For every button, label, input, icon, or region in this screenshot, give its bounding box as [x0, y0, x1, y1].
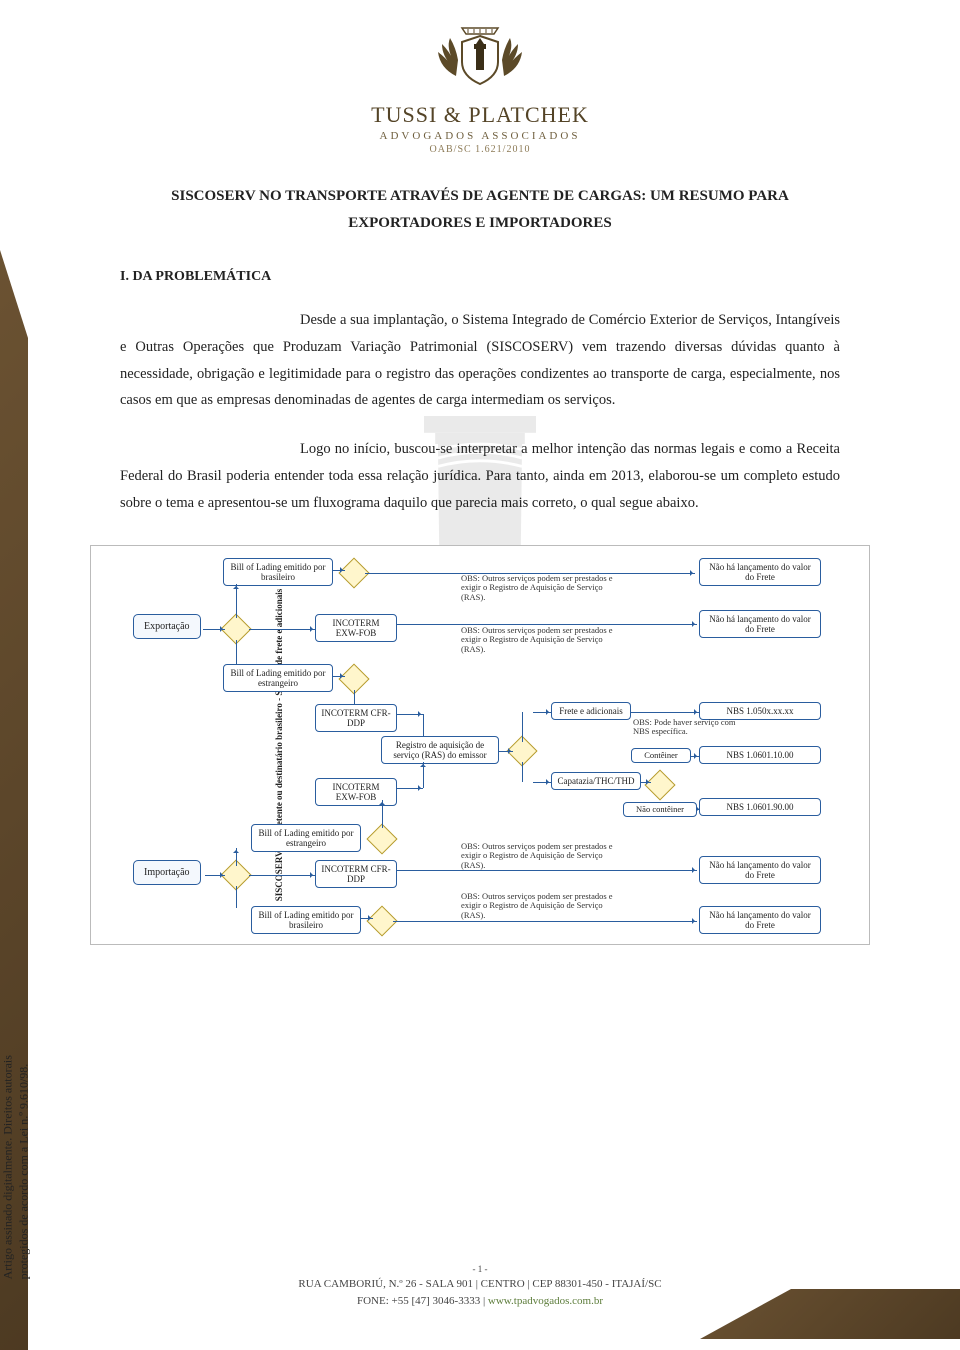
- flow-bl-est-2: Bill of Lading emitido por estrangeiro: [251, 824, 361, 853]
- flow-arrow: [397, 714, 423, 715]
- flow-arrow: [423, 762, 424, 788]
- flow-arrow: [499, 751, 513, 752]
- flow-cont: Contêiner: [631, 748, 691, 764]
- flow-arrow: [361, 918, 373, 919]
- flow-arrow: [249, 629, 315, 630]
- flow-bl-br-1: Bill of Lading emitido por brasileiro: [223, 558, 333, 587]
- flow-ncont: Não contêiner: [623, 802, 697, 818]
- flow-arrow: [354, 690, 355, 704]
- firm-logo-icon: [420, 18, 540, 96]
- footer-website: www.tpadvogados.com.br: [488, 1295, 603, 1307]
- flow-side-label: SISCOSERV - Remetente ou destinatário br…: [274, 565, 284, 925]
- flow-arrow: [205, 875, 225, 876]
- flow-frete: Frete e adicionais: [551, 702, 631, 720]
- firm-subtitle: ADVOGADOS ASSOCIADOS: [0, 130, 960, 142]
- flow-arrow: [333, 570, 345, 571]
- flow-arrow: [236, 886, 237, 908]
- flow-arrow: [333, 676, 345, 677]
- page-footer: - 1 - RUA CAMBORIÚ, N.º 26 - SALA 901 | …: [0, 1263, 960, 1310]
- flow-nbs3: NBS 1.0601.90.00: [699, 798, 821, 816]
- flow-arrow: [236, 584, 237, 618]
- paragraph-2: Logo no início, buscou-se interpretar a …: [120, 436, 840, 516]
- flow-nofrete-4: Não há lançamento do valor do Frete: [699, 906, 821, 935]
- title-line2: EXPORTADORES E IMPORTADORES: [348, 215, 611, 231]
- firm-oab: OAB/SC 1.621/2010: [0, 144, 960, 155]
- flow-obs-2: OBS: Outros serviços podem ser prestados…: [461, 626, 616, 655]
- footer-phone: FONE: +55 [47] 3046-3333 |: [357, 1295, 488, 1307]
- flow-arrow: [382, 800, 383, 828]
- flow-arrow: [423, 714, 424, 736]
- flow-diamond-5: [644, 769, 675, 800]
- flow-arrow: [203, 629, 225, 630]
- flow-nofrete-1: Não há lançamento do valor do Frete: [699, 558, 821, 587]
- flow-obs-1: OBS: Outros serviços podem ser prestados…: [461, 574, 616, 603]
- flow-arrow: [631, 712, 699, 713]
- flow-obs-3: OBS: Outros serviços podem ser prestados…: [461, 842, 616, 871]
- flow-obs-4: OBS: Outros serviços podem ser prestados…: [461, 892, 616, 921]
- side-line2: protegidos de acordo com a Lei n.º 9.610…: [17, 1063, 31, 1279]
- firm-name: TUSSI & PLATCHEK: [0, 102, 960, 128]
- flow-diamond-7: [366, 823, 397, 854]
- flow-bl-br-2: Bill of Lading emitido por brasileiro: [251, 906, 361, 935]
- side-line1: Artigo assinado digitalmente. Direitos a…: [1, 1055, 15, 1279]
- flow-cfr-1: INCOTERM CFR-DDP: [315, 704, 397, 733]
- flow-nbs2: NBS 1.0601.10.00: [699, 746, 821, 764]
- paragraph-1: Desde a sua implantação, o Sistema Integ…: [120, 307, 840, 414]
- flow-arrow: [533, 712, 551, 713]
- flow-export-start: Exportação: [133, 614, 201, 640]
- flow-cfr-2: INCOTERM CFR-DDP: [315, 860, 397, 889]
- flow-arrow: [236, 848, 237, 866]
- page-number: - 1 -: [0, 1263, 960, 1277]
- flow-arrow: [522, 762, 523, 782]
- flow-bl-est-1: Bill of Lading emitido por estrangeiro: [223, 664, 333, 693]
- flow-obs-nbs: OBS: Pode haver serviço com NBS específi…: [633, 718, 743, 738]
- flowchart: SISCOSERV - Remetente ou destinatário br…: [90, 545, 870, 945]
- flow-import-start: Importação: [133, 860, 201, 886]
- flow-nofrete-2: Não há lançamento do valor do Frete: [699, 610, 821, 639]
- flow-nofrete-3: Não há lançamento do valor do Frete: [699, 856, 821, 885]
- flow-arrow: [522, 712, 523, 742]
- flow-arrow: [249, 875, 315, 876]
- footer-address: RUA CAMBORIÚ, N.º 26 - SALA 901 | CENTRO…: [0, 1276, 960, 1293]
- section-heading-1: I. DA PROBLEMÁTICA: [120, 269, 840, 285]
- flow-arrow: [236, 640, 237, 664]
- flow-arrow: [397, 788, 423, 789]
- title-line1: SISCOSERV NO TRANSPORTE ATRAVÉS DE AGENT…: [171, 188, 789, 204]
- flow-ras: Registro de aquisição de serviço (RAS) d…: [381, 736, 499, 765]
- flow-arrow: [641, 782, 651, 783]
- flow-exw-1: INCOTERM EXW-FOB: [315, 614, 397, 643]
- letterhead: TUSSI & PLATCHEK ADVOGADOS ASSOCIADOS OA…: [0, 0, 960, 155]
- document-title: SISCOSERV NO TRANSPORTE ATRAVÉS DE AGENT…: [120, 183, 840, 237]
- flow-arrow: [533, 782, 551, 783]
- flow-arrow: [691, 756, 699, 757]
- copyright-side-text: Artigo assinado digitalmente. Direitos a…: [0, 979, 32, 1279]
- flow-capat: Capatazia/THC/THD: [551, 772, 641, 790]
